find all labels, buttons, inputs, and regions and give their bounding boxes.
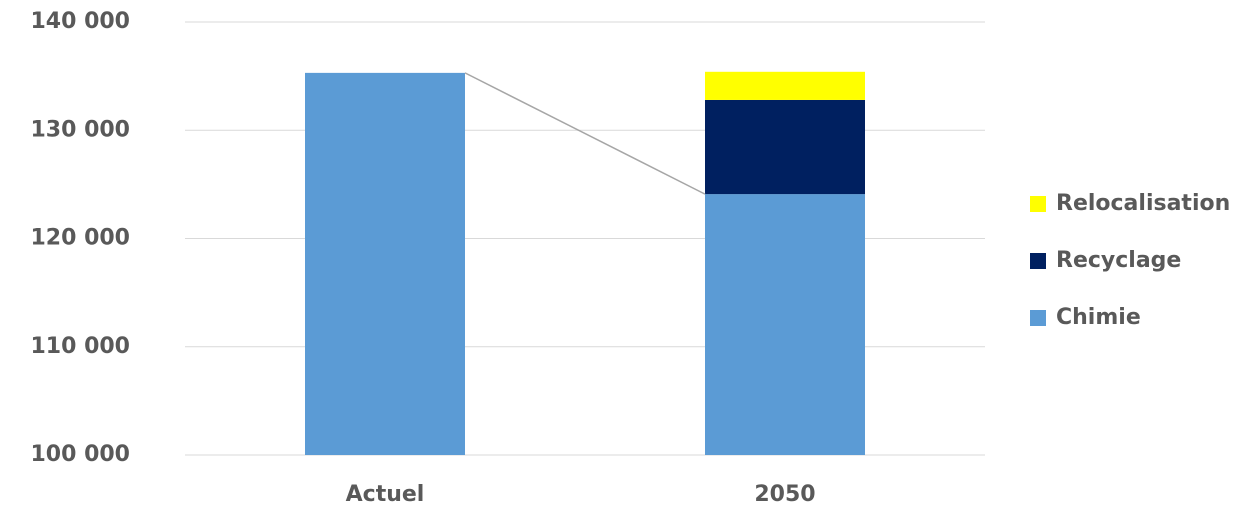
legend-label: Recyclage: [1056, 248, 1181, 273]
bar-segment: [705, 194, 865, 455]
connector-line: [464, 72, 706, 195]
legend-label: Chimie: [1056, 305, 1141, 330]
y-tick-label: 130 000: [30, 117, 130, 142]
bar-segment: [705, 99, 865, 195]
y-tick-label: 140 000: [30, 9, 130, 34]
x-tick-label: Actuel: [346, 482, 425, 507]
y-tick-label: 110 000: [30, 334, 130, 359]
legend-swatch: [1030, 310, 1046, 326]
y-tick-label: 100 000: [30, 442, 130, 467]
y-tick-label: 120 000: [30, 226, 130, 251]
x-tick-label: 2050: [754, 482, 815, 507]
bar-segment: [305, 72, 465, 455]
legend-label: Relocalisation: [1056, 191, 1230, 216]
bar-segment: [705, 71, 865, 100]
legend-swatch: [1030, 253, 1046, 269]
legend-swatch: [1030, 196, 1046, 212]
